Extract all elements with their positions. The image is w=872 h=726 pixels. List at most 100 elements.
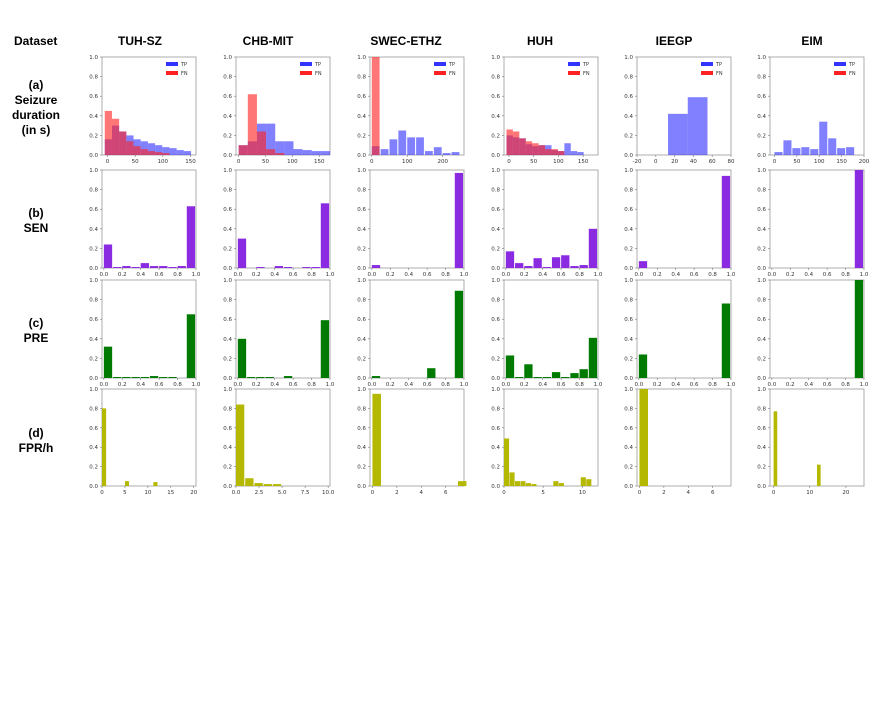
plot-frame — [636, 279, 732, 379]
y-tick-label: 0.0 — [89, 266, 98, 272]
histogram-bar — [169, 148, 177, 155]
x-tick-label: 5.0 — [278, 490, 287, 496]
histogram-bar — [159, 266, 168, 268]
dataset-header-eim: EIM — [801, 34, 823, 48]
y-tick-label: 1.0 — [357, 387, 366, 393]
histogram-bar — [140, 149, 148, 155]
row-label-line: FPR/h — [18, 441, 54, 455]
plot-frame — [235, 169, 331, 269]
x-tick-label: 0.8 — [441, 272, 450, 278]
x-tick-label: 0.0 — [367, 382, 376, 388]
y-tick-label: 1.0 — [223, 387, 232, 393]
histogram-bar — [124, 481, 130, 486]
histogram-bar — [407, 137, 416, 155]
y-tick-label: 0.8 — [491, 406, 500, 412]
x-tick-label: 0.2 — [653, 382, 662, 388]
x-tick-label: 0.0 — [767, 272, 776, 278]
x-tick-label: 0.0 — [501, 272, 510, 278]
y-tick-label: 0.4 — [357, 337, 366, 343]
y-tick-label: 0.6 — [357, 317, 366, 323]
x-tick-label: 1.0 — [192, 272, 201, 278]
x-tick-label: 0.2 — [520, 382, 529, 388]
x-tick-label: 1.0 — [460, 272, 469, 278]
y-tick-label: 1.0 — [491, 278, 500, 284]
x-tick-label: 0.0 — [634, 272, 643, 278]
plot-frame — [503, 169, 599, 269]
y-tick-label: 0.6 — [757, 207, 766, 213]
row-label-pre: (c) PRE — [0, 316, 76, 346]
x-tick-label: 0.4 — [804, 272, 813, 278]
x-tick-label: 0.8 — [307, 382, 316, 388]
y-tick-label: 0.8 — [357, 406, 366, 412]
y-tick-label: 0.6 — [757, 317, 766, 323]
histogram-bar — [854, 280, 864, 378]
y-tick-label: 0.0 — [624, 484, 633, 490]
histogram-bar — [168, 267, 177, 268]
y-tick-label: 0.6 — [491, 317, 500, 323]
histogram-bar — [183, 151, 192, 155]
histogram-bar — [638, 261, 648, 268]
legend-label: FN — [583, 71, 590, 77]
legend-label: TP — [180, 62, 187, 68]
x-tick-label: 150 — [314, 159, 325, 165]
row-label-line: duration — [12, 108, 60, 122]
x-tick-label: 150 — [578, 159, 589, 165]
histogram-bar — [512, 131, 520, 155]
x-tick-label: 0 — [370, 159, 374, 165]
y-tick-label: 0.0 — [491, 266, 500, 272]
legend-label: TP — [848, 62, 855, 68]
plot-frame — [769, 169, 865, 269]
histogram-bar — [398, 130, 407, 155]
y-tick-label: 0.8 — [357, 188, 366, 194]
y-tick-label: 0.8 — [223, 188, 232, 194]
histogram-bar — [275, 153, 285, 155]
x-tick-label: 1.0 — [460, 382, 469, 388]
y-tick-label: 0.0 — [757, 376, 766, 382]
x-tick-label: 0.8 — [708, 272, 717, 278]
y-tick-label: 0.0 — [757, 153, 766, 159]
y-tick-label: 0.6 — [357, 94, 366, 100]
x-tick-label: 15 — [167, 490, 174, 496]
y-tick-label: 0.6 — [223, 94, 232, 100]
histogram-bar — [561, 377, 570, 378]
y-tick-label: 0.4 — [223, 227, 232, 233]
dataset-header-ieegp: IEEGP — [655, 34, 693, 48]
histogram-bar — [283, 267, 293, 268]
row-label-seizure-duration: (a) Seizure duration (in s) — [0, 78, 76, 138]
histogram-bar — [103, 346, 113, 378]
histogram-bar — [579, 369, 588, 378]
x-tick-label: 6 — [444, 490, 448, 496]
histogram-bar — [542, 377, 551, 378]
y-tick-label: 1.0 — [624, 278, 633, 284]
histogram-bar — [311, 151, 321, 155]
x-tick-label: 0 — [371, 490, 375, 496]
histogram-bar — [854, 170, 864, 268]
histogram-bar — [505, 251, 515, 268]
legend-swatch — [834, 71, 846, 75]
histogram-bar — [320, 320, 330, 378]
x-tick-label: 0.0 — [634, 382, 643, 388]
y-tick-label: 0.8 — [757, 298, 766, 304]
x-tick-label: 0 — [237, 159, 241, 165]
histogram-bar — [122, 377, 131, 378]
x-tick-label: 2 — [395, 490, 399, 496]
x-tick-label: 150 — [836, 159, 847, 165]
histogram-bar — [454, 290, 464, 378]
histogram-bar — [427, 368, 436, 378]
histogram-bar — [131, 377, 140, 378]
histogram-bar — [302, 267, 311, 268]
y-tick-label: 1.0 — [491, 168, 500, 174]
x-tick-label: 100 — [287, 159, 298, 165]
x-tick-label: 7.5 — [301, 490, 310, 496]
y-tick-label: 0.8 — [89, 406, 98, 412]
x-tick-label: 0.6 — [823, 272, 832, 278]
histogram-bar — [504, 438, 510, 486]
legend-swatch — [568, 71, 580, 75]
y-tick-label: 0.4 — [757, 114, 766, 120]
histogram-bar — [245, 478, 254, 486]
y-tick-label: 0.4 — [223, 445, 232, 451]
y-tick-label: 1.0 — [624, 387, 633, 393]
histogram-bar — [103, 244, 113, 268]
x-tick-label: 1.0 — [860, 382, 869, 388]
